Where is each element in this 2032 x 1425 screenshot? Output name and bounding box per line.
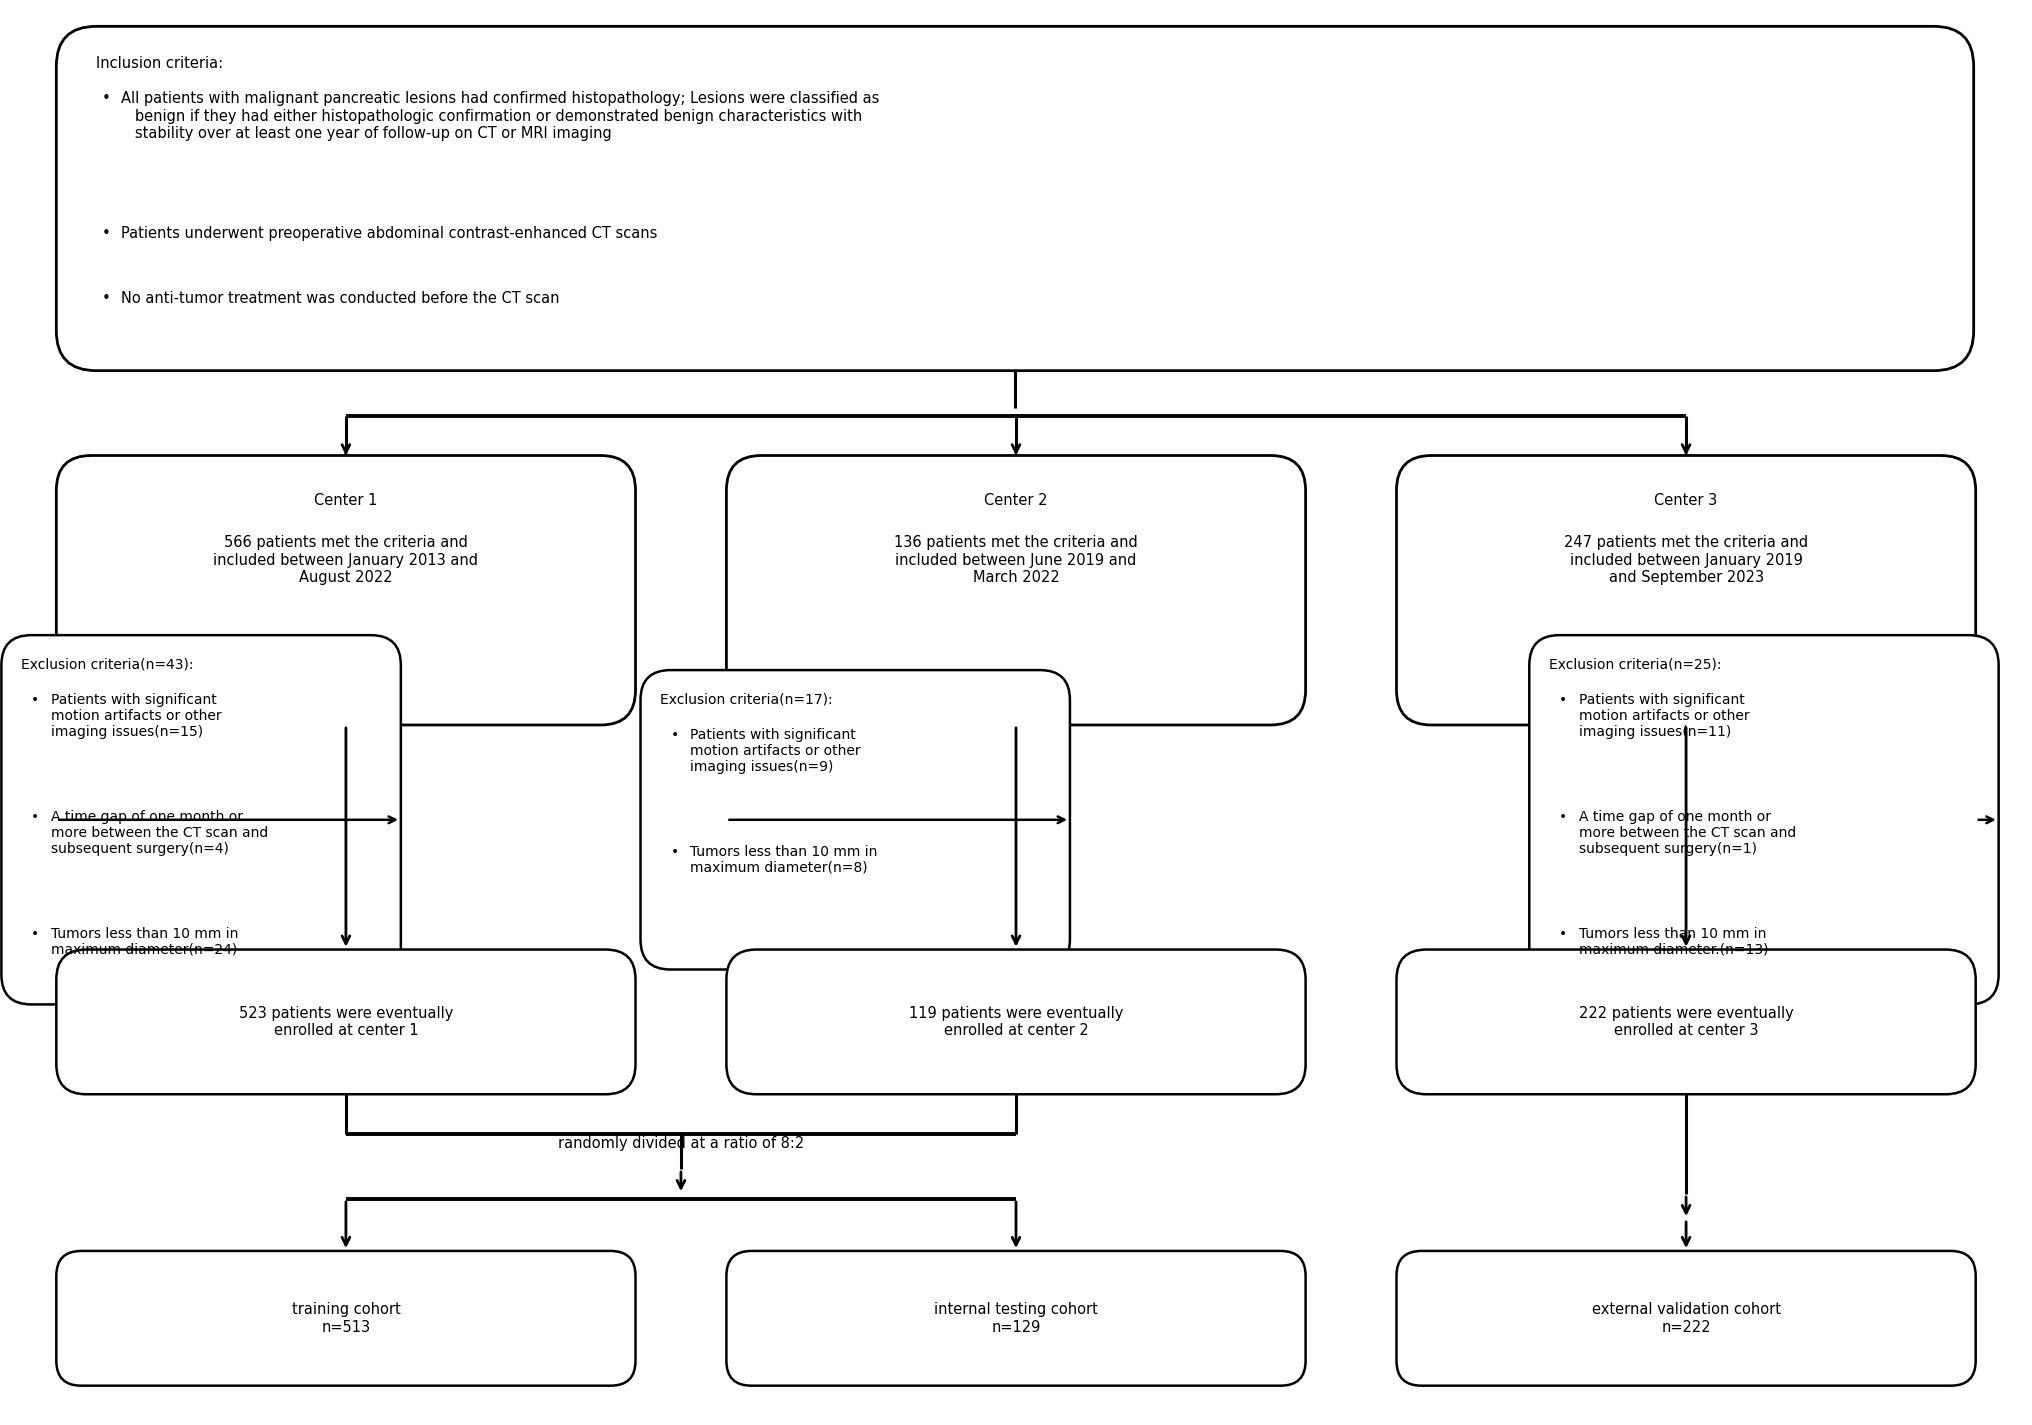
Text: training cohort
n=513: training cohort n=513 xyxy=(291,1302,400,1335)
FancyBboxPatch shape xyxy=(1396,456,1975,725)
Text: •: • xyxy=(102,291,110,306)
FancyBboxPatch shape xyxy=(1396,949,1975,1094)
FancyBboxPatch shape xyxy=(57,26,1973,370)
Text: Tumors less than 10 mm in
maximum diameter.(n=13): Tumors less than 10 mm in maximum diamet… xyxy=(1579,926,1768,956)
Text: 222 patients were eventually
enrolled at center 3: 222 patients were eventually enrolled at… xyxy=(1579,1006,1794,1037)
Text: Patients with significant
motion artifacts or other
imaging issues(n=15): Patients with significant motion artifac… xyxy=(51,693,221,740)
Text: A time gap of one month or
more between the CT scan and
subsequent surgery(n=4): A time gap of one month or more between … xyxy=(51,809,268,856)
Text: Tumors less than 10 mm in
maximum diameter(n=8): Tumors less than 10 mm in maximum diamet… xyxy=(691,845,878,875)
FancyBboxPatch shape xyxy=(725,1251,1307,1385)
Text: •: • xyxy=(1559,926,1567,940)
Text: 566 patients met the criteria and
included between January 2013 and
August 2022: 566 patients met the criteria and includ… xyxy=(213,536,478,586)
Text: Tumors less than 10 mm in
maximum diameter(n=24): Tumors less than 10 mm in maximum diamet… xyxy=(51,926,238,956)
Text: 247 patients met the criteria and
included between January 2019
and September 20: 247 patients met the criteria and includ… xyxy=(1565,536,1808,586)
Text: •: • xyxy=(30,693,39,707)
Text: •: • xyxy=(1559,693,1567,707)
Text: •: • xyxy=(102,91,110,107)
FancyBboxPatch shape xyxy=(57,949,636,1094)
FancyBboxPatch shape xyxy=(640,670,1071,969)
FancyBboxPatch shape xyxy=(1530,636,1999,1005)
FancyBboxPatch shape xyxy=(725,456,1307,725)
Text: randomly divided at a ratio of 8:2: randomly divided at a ratio of 8:2 xyxy=(559,1136,805,1151)
Text: Exclusion criteria(n=43):: Exclusion criteria(n=43): xyxy=(22,657,193,671)
Text: Center 2: Center 2 xyxy=(983,493,1049,509)
Text: •: • xyxy=(1559,809,1567,824)
Text: Inclusion criteria:: Inclusion criteria: xyxy=(96,56,224,71)
Text: A time gap of one month or
more between the CT scan and
subsequent surgery(n=1): A time gap of one month or more between … xyxy=(1579,809,1796,856)
FancyBboxPatch shape xyxy=(1396,1251,1975,1385)
Text: Exclusion criteria(n=17):: Exclusion criteria(n=17): xyxy=(660,693,833,705)
Text: •: • xyxy=(30,926,39,940)
Text: Center 1: Center 1 xyxy=(315,493,378,509)
Text: All patients with malignant pancreatic lesions had confirmed histopathology; Les: All patients with malignant pancreatic l… xyxy=(122,91,880,141)
Text: 523 patients were eventually
enrolled at center 1: 523 patients were eventually enrolled at… xyxy=(238,1006,453,1037)
Text: internal testing cohort
n=129: internal testing cohort n=129 xyxy=(935,1302,1097,1335)
Text: •: • xyxy=(30,809,39,824)
Text: •: • xyxy=(671,845,679,859)
FancyBboxPatch shape xyxy=(2,636,400,1005)
Text: No anti-tumor treatment was conducted before the CT scan: No anti-tumor treatment was conducted be… xyxy=(122,291,559,306)
Text: external validation cohort
n=222: external validation cohort n=222 xyxy=(1591,1302,1780,1335)
FancyBboxPatch shape xyxy=(57,1251,636,1385)
Text: Patients with significant
motion artifacts or other
imaging issues(n=9): Patients with significant motion artifac… xyxy=(691,728,862,774)
Text: Center 3: Center 3 xyxy=(1654,493,1717,509)
Text: Patients underwent preoperative abdominal contrast-enhanced CT scans: Patients underwent preoperative abdomina… xyxy=(122,227,658,241)
Text: 136 patients met the criteria and
included between June 2019 and
March 2022: 136 patients met the criteria and includ… xyxy=(894,536,1138,586)
Text: •: • xyxy=(102,227,110,241)
FancyBboxPatch shape xyxy=(57,456,636,725)
Text: •: • xyxy=(671,728,679,742)
Text: Exclusion criteria(n=25):: Exclusion criteria(n=25): xyxy=(1548,657,1721,671)
Text: Patients with significant
motion artifacts or other
imaging issues(n=11): Patients with significant motion artifac… xyxy=(1579,693,1750,740)
FancyBboxPatch shape xyxy=(725,949,1307,1094)
Text: 119 patients were eventually
enrolled at center 2: 119 patients were eventually enrolled at… xyxy=(908,1006,1124,1037)
